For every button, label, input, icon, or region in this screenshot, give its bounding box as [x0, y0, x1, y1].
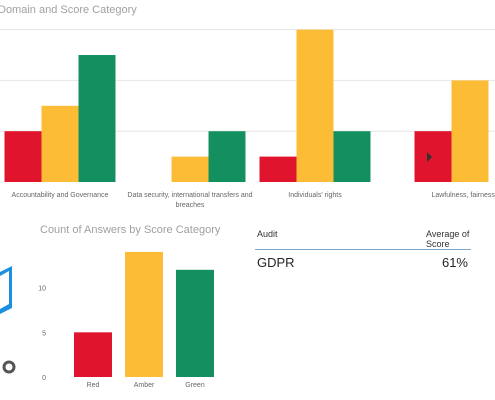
bar-green[interactable] [176, 269, 214, 377]
bar-green[interactable] [333, 131, 371, 182]
x-axis-label: Amber [134, 382, 155, 389]
x-axis-label: Data security, international transfers a… [127, 192, 252, 209]
bar-amber[interactable] [451, 80, 489, 182]
bar-green[interactable] [208, 131, 246, 182]
logo-circle-icon [2, 360, 16, 374]
x-axis-label: Red [87, 382, 100, 389]
table-cell-score: 61% [441, 255, 468, 270]
table-header-audit[interactable]: Audit [257, 229, 278, 239]
bar-amber[interactable] [296, 29, 334, 182]
bar-green[interactable] [78, 55, 116, 183]
domain-chart: Accountability and Governance Data securi… [0, 29, 495, 209]
x-axis-label: Green [185, 382, 205, 389]
bar-red[interactable] [414, 131, 452, 182]
bar-amber[interactable] [171, 156, 209, 182]
x-axis-label: Accountability and Governance [12, 192, 109, 199]
bar-red[interactable] [259, 156, 297, 182]
scroll-right-icon[interactable] [427, 152, 432, 162]
x-axis-label: Individuals' rights [288, 192, 342, 199]
logo-mark [0, 266, 12, 314]
table-header-average-score[interactable]: Average of Score [426, 229, 470, 249]
bar-red[interactable] [74, 332, 112, 377]
y-axis-tick: 5 [42, 330, 46, 337]
table-cell-audit: GDPR [257, 255, 295, 270]
bar-red[interactable] [4, 131, 42, 182]
count-chart-title: Count of Answers by Score Category [40, 224, 221, 236]
count-chart: 0 5 10 Red Amber Green [38, 251, 214, 389]
y-axis-tick: 10 [38, 286, 46, 293]
table-header-rule [255, 249, 471, 250]
bar-amber[interactable] [125, 251, 163, 377]
bar-amber[interactable] [41, 105, 79, 182]
domain-chart-title: Domain and Score Category [0, 4, 137, 16]
x-axis-label: Lawfulness, fairness and [431, 192, 495, 199]
y-axis-tick: 0 [42, 375, 46, 382]
